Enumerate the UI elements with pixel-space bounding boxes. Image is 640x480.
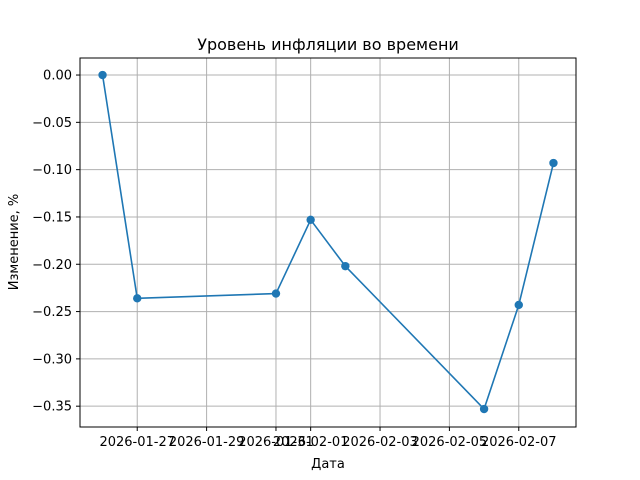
data-point	[549, 158, 558, 168]
y-tick-label: −0.20	[32, 258, 72, 273]
y-tick-label: −0.05	[32, 116, 72, 131]
data-point	[479, 404, 489, 414]
y-axis-label: Изменение, %	[7, 194, 22, 291]
x-tick-label: 2026-01-27	[99, 435, 175, 450]
data-point	[271, 289, 281, 298]
axis-ticks: 2026-01-272026-01-292026-01-312026-02-01…	[32, 69, 556, 450]
x-axis-label: Дата	[311, 457, 345, 472]
y-tick-label: −0.10	[32, 163, 72, 178]
x-tick-label: 2026-02-07	[481, 435, 557, 450]
y-tick-label: −0.30	[32, 352, 72, 367]
y-tick-label: −0.15	[32, 210, 72, 225]
data-point	[133, 294, 142, 303]
grid-lines	[80, 58, 576, 427]
x-tick-label: 2026-02-01	[273, 435, 349, 450]
x-tick-label: 2026-01-31	[238, 435, 314, 450]
x-tick-label: 2026-01-29	[169, 435, 245, 450]
chart-title: Уровень инфляции во времени	[197, 35, 459, 54]
data-point	[306, 215, 315, 224]
series-line	[101, 74, 555, 410]
data-point	[98, 70, 107, 80]
y-tick-label: −0.35	[32, 400, 72, 415]
data-point	[341, 261, 350, 271]
data-point	[514, 300, 523, 310]
series-layer	[98, 70, 558, 414]
y-tick-label: −0.25	[32, 305, 72, 320]
y-tick-label: 0.00	[43, 69, 72, 84]
plot-frame	[79, 57, 577, 428]
x-tick-label: 2026-02-03	[342, 435, 418, 450]
x-tick-label: 2026-02-05	[412, 435, 488, 450]
